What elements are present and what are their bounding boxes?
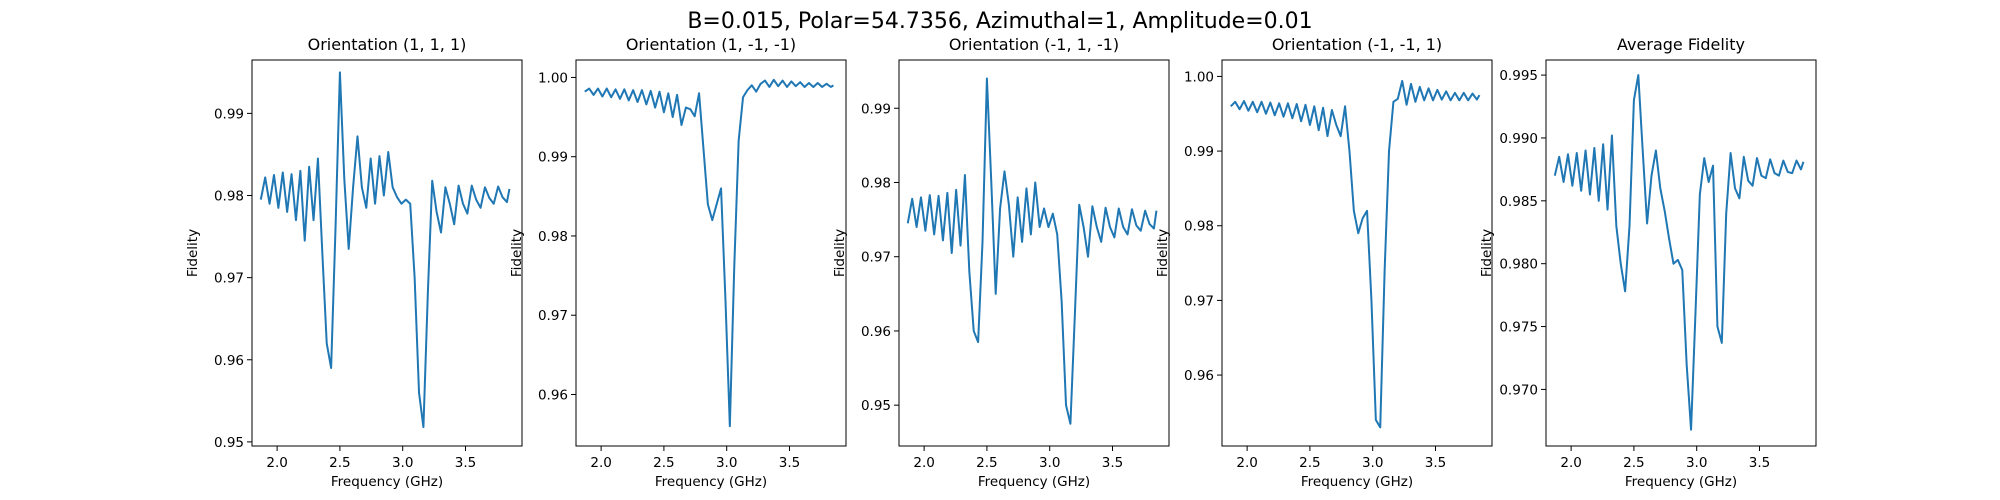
axes-frame (898, 59, 1170, 447)
y-tick-label: 0.97 (861, 250, 891, 266)
y-tick-label: 0.99 (861, 101, 891, 117)
y-tick-label: 0.98 (214, 189, 244, 205)
x-tick-label: 3.5 (455, 455, 476, 471)
subplot-3: Orientation (-1, 1, -1) 2.0 2.5 3.0 3.5 0.95 0… (832, 35, 1170, 490)
x-tick-label: 3.0 (1362, 455, 1383, 471)
figure-suptitle: B=0.015, Polar=54.7356, Azimuthal=1, Amp… (687, 9, 1312, 34)
y-axis-label: Fidelity (185, 229, 201, 277)
y-tick-label: 0.95 (214, 435, 244, 451)
fidelity-series-line (259, 71, 511, 429)
subplot-title: Average Fidelity (1617, 35, 1745, 54)
x-tick-label: 3.5 (1749, 455, 1770, 471)
y-tick-label: 0.995 (1499, 68, 1538, 84)
y-tick-label: 0.980 (1499, 257, 1538, 273)
y-axis-label: Fidelity (1155, 229, 1171, 277)
x-tick-label: 2.0 (1236, 455, 1257, 471)
y-tick-label: 0.990 (1499, 131, 1538, 147)
fidelity-series-line (906, 77, 1158, 425)
y-tick-label: 0.970 (1499, 382, 1538, 398)
x-axis-label: Frequency (GHz) (331, 474, 443, 490)
y-tick-label: 0.96 (861, 324, 891, 340)
x-tick-label: 2.5 (976, 455, 997, 471)
x-axis-label: Frequency (GHz) (1625, 474, 1737, 490)
x-tick-label: 2.0 (913, 455, 934, 471)
y-tick-label: 1.00 (538, 70, 568, 86)
subplot-title: Orientation (-1, 1, -1) (949, 35, 1119, 54)
x-tick-label: 2.5 (329, 455, 350, 471)
x-axis-label: Frequency (GHz) (1301, 474, 1413, 490)
x-tick-label: 2.5 (653, 455, 674, 471)
subplot-4: Orientation (-1, -1, 1) 2.0 2.5 3.0 3.5 0.96 0… (1155, 35, 1493, 490)
y-tick-label: 0.99 (538, 150, 568, 166)
subplot-title: Orientation (-1, -1, 1) (1272, 35, 1442, 54)
x-axis-label: Frequency (GHz) (978, 474, 1090, 490)
subplot-1: Orientation (1, 1, 1) 2.0 2.5 3.0 3.5 0.95 0.9… (185, 35, 523, 490)
x-tick-label: 3.0 (716, 455, 737, 471)
y-tick-label: 1.00 (1184, 69, 1214, 85)
y-tick-label: 0.96 (214, 353, 244, 369)
x-tick-label: 2.0 (1560, 455, 1581, 471)
y-tick-label: 0.98 (1184, 219, 1214, 235)
axes-frame (1221, 59, 1493, 447)
x-tick-label: 3.0 (1686, 455, 1707, 471)
y-tick-label: 0.97 (1184, 293, 1214, 309)
x-tick-label: 2.0 (266, 455, 287, 471)
x-tick-label: 2.0 (590, 455, 611, 471)
x-tick-label: 3.5 (1425, 455, 1446, 471)
x-tick-label: 3.5 (779, 455, 800, 471)
y-axis-label: Fidelity (1479, 229, 1495, 277)
x-tick-label: 3.0 (1039, 455, 1060, 471)
y-tick-label: 0.95 (861, 398, 891, 414)
x-axis-label: Frequency (GHz) (655, 474, 767, 490)
y-tick-label: 0.98 (538, 229, 568, 245)
y-axis-label: Fidelity (509, 229, 525, 277)
x-tick-label: 3.5 (1102, 455, 1123, 471)
subplot-title: Orientation (1, 1, 1) (308, 35, 467, 54)
fidelity-series-line (1553, 74, 1805, 431)
y-tick-label: 0.985 (1499, 194, 1538, 210)
subplot-grid: Orientation (1, 1, 1) 2.0 2.5 3.0 3.5 0.95 0.9… (185, 35, 1817, 490)
y-tick-label: 0.97 (214, 271, 244, 287)
y-tick-label: 0.96 (1184, 368, 1214, 384)
y-tick-label: 0.975 (1499, 320, 1538, 336)
fidelity-series-line (1230, 79, 1481, 429)
y-tick-label: 0.97 (538, 308, 568, 324)
subplot-title: Orientation (1, -1, -1) (626, 35, 796, 54)
y-tick-label: 0.98 (861, 175, 891, 191)
y-tick-label: 0.99 (214, 106, 244, 122)
y-tick-label: 0.99 (1184, 144, 1214, 160)
axes-frame (575, 59, 847, 447)
x-tick-label: 3.0 (392, 455, 413, 471)
axes-frame (1545, 59, 1817, 447)
x-tick-label: 2.5 (1299, 455, 1320, 471)
fidelity-series-line (584, 78, 834, 428)
y-tick-label: 0.96 (538, 387, 568, 403)
axes-frame (251, 59, 523, 447)
subplot-5: Average Fidelity 2.0 2.5 3.0 3.5 0.970 0.975 0.… (1479, 35, 1817, 490)
x-tick-label: 2.5 (1623, 455, 1644, 471)
y-axis-label: Fidelity (832, 229, 848, 277)
subplot-2: Orientation (1, -1, -1) 2.0 2.5 3.0 3.5 0.96 0… (509, 35, 847, 490)
